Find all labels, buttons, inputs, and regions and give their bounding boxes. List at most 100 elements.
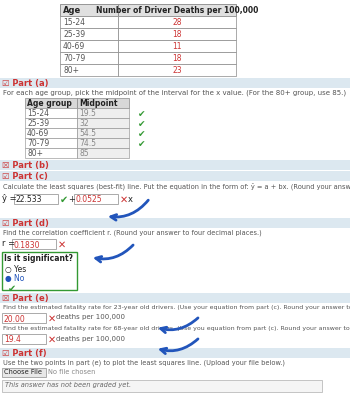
- Text: 25-39: 25-39: [63, 30, 85, 39]
- Text: 80+: 80+: [63, 66, 79, 75]
- Text: 22.533: 22.533: [16, 195, 42, 204]
- Text: 23: 23: [172, 66, 182, 75]
- Bar: [74, 194, 118, 204]
- Text: No file chosen: No file chosen: [48, 369, 95, 375]
- Bar: [14, 194, 58, 204]
- Text: 19.5: 19.5: [79, 110, 96, 119]
- Text: deaths per 100,000: deaths per 100,000: [56, 336, 125, 342]
- Text: ☒ Part (b): ☒ Part (b): [2, 161, 49, 170]
- Text: ✔: ✔: [60, 195, 68, 205]
- Text: 0.0525: 0.0525: [76, 195, 103, 204]
- Text: Choose File: Choose File: [4, 369, 42, 375]
- Bar: [2, 380, 322, 392]
- Text: ✔: ✔: [138, 130, 145, 138]
- Text: ☑ Part (a): ☑ Part (a): [2, 79, 49, 88]
- Text: 74.5: 74.5: [79, 140, 96, 149]
- Text: 70-79: 70-79: [63, 54, 85, 63]
- Text: 85: 85: [79, 149, 89, 158]
- Bar: [0, 160, 350, 170]
- Text: Calculate the least squares (best-fit) line. Put the equation in the form of: ŷ : Calculate the least squares (best-fit) l…: [3, 183, 350, 191]
- Text: 18: 18: [172, 30, 182, 39]
- Text: x: x: [128, 195, 133, 204]
- Text: ✕: ✕: [58, 240, 66, 250]
- Bar: [60, 40, 118, 52]
- Bar: [60, 64, 118, 76]
- Bar: [25, 108, 77, 118]
- Text: 40-69: 40-69: [27, 130, 49, 138]
- Bar: [25, 98, 77, 108]
- Bar: [60, 28, 118, 40]
- Text: ✔: ✔: [138, 140, 145, 149]
- Text: ☑ Part (c): ☑ Part (c): [2, 172, 48, 181]
- Bar: [0, 171, 350, 181]
- Text: ✔: ✔: [138, 119, 145, 129]
- Text: 18: 18: [172, 54, 182, 63]
- Bar: [77, 148, 129, 158]
- Text: ✕: ✕: [48, 314, 56, 324]
- Bar: [12, 239, 56, 249]
- Text: Age: Age: [63, 6, 81, 15]
- Text: ☑ Part (d): ☑ Part (d): [2, 219, 49, 228]
- Text: 70-79: 70-79: [27, 140, 49, 149]
- Text: 25-39: 25-39: [27, 119, 49, 129]
- Bar: [25, 118, 77, 128]
- Text: Use the two points in part (e) to plot the least squares line. (Upload your file: Use the two points in part (e) to plot t…: [3, 360, 285, 367]
- Bar: [2, 334, 46, 344]
- Bar: [60, 4, 118, 16]
- Text: deaths per 100,000: deaths per 100,000: [56, 314, 125, 321]
- Text: Age group: Age group: [27, 99, 72, 108]
- Text: +: +: [68, 195, 75, 204]
- Text: ☒ Part (e): ☒ Part (e): [2, 294, 49, 303]
- Bar: [2, 313, 46, 323]
- Bar: [0, 78, 350, 88]
- Bar: [0, 218, 350, 228]
- Bar: [118, 52, 236, 64]
- Bar: [118, 16, 236, 28]
- Text: ✕: ✕: [48, 335, 56, 345]
- Text: 54.5: 54.5: [79, 130, 96, 138]
- Text: 20.00: 20.00: [4, 314, 26, 323]
- Text: For each age group, pick the midpoint of the interval for the x value. (For the : For each age group, pick the midpoint of…: [3, 90, 346, 97]
- Bar: [118, 40, 236, 52]
- Bar: [2, 368, 46, 377]
- Text: ŷ =: ŷ =: [2, 194, 17, 203]
- Text: ✔: ✔: [8, 284, 16, 294]
- Text: Number of Driver Deaths per 100,000: Number of Driver Deaths per 100,000: [96, 6, 258, 15]
- Text: 28: 28: [172, 18, 182, 27]
- Bar: [25, 128, 77, 138]
- Text: 40-69: 40-69: [63, 42, 85, 51]
- Text: 0.1830: 0.1830: [14, 241, 41, 250]
- Text: ○ Yes: ○ Yes: [5, 265, 26, 274]
- Text: 32: 32: [79, 119, 89, 129]
- Bar: [118, 28, 236, 40]
- Bar: [25, 138, 77, 148]
- Text: r =: r =: [2, 239, 15, 248]
- Text: ✔: ✔: [138, 110, 145, 119]
- Text: This answer has not been graded yet.: This answer has not been graded yet.: [5, 382, 131, 388]
- Bar: [60, 16, 118, 28]
- Bar: [118, 64, 236, 76]
- Text: 15-24: 15-24: [63, 18, 85, 27]
- Bar: [77, 128, 129, 138]
- Bar: [0, 348, 350, 358]
- Bar: [2, 252, 77, 290]
- Text: 80+: 80+: [27, 149, 43, 158]
- Text: Midpoint: Midpoint: [79, 99, 118, 108]
- Text: Find the estimated fatality rate for 68-year old drivers. (Use you equation from: Find the estimated fatality rate for 68-…: [3, 326, 350, 331]
- Bar: [77, 108, 129, 118]
- Text: Find the correlation coefficient r. (Round your answer to four decimal places.): Find the correlation coefficient r. (Rou…: [3, 230, 262, 237]
- Text: 19.4: 19.4: [4, 336, 21, 345]
- Text: ✕: ✕: [120, 195, 128, 205]
- Text: Find the estimated fatality rate for 23-year old drivers. (Use your equation fro: Find the estimated fatality rate for 23-…: [3, 305, 350, 310]
- Text: Is it significant?: Is it significant?: [4, 254, 73, 263]
- Bar: [77, 118, 129, 128]
- Text: 11: 11: [172, 42, 182, 51]
- Text: ☑ Part (f): ☑ Part (f): [2, 349, 47, 358]
- Bar: [0, 293, 350, 303]
- Bar: [118, 4, 236, 16]
- Bar: [77, 98, 129, 108]
- Bar: [77, 138, 129, 148]
- Bar: [25, 148, 77, 158]
- Text: ● No: ● No: [5, 274, 24, 283]
- Text: 15-24: 15-24: [27, 110, 49, 119]
